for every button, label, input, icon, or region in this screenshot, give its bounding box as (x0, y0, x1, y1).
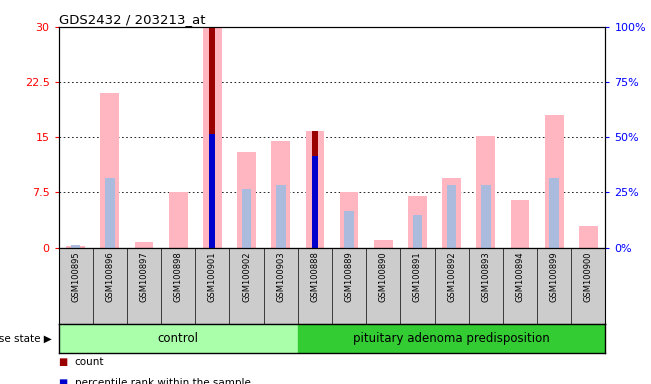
Bar (298, 324, 605, 353)
Bar (481, 185, 491, 248)
Bar (579, 226, 598, 248)
Bar (340, 192, 359, 248)
Bar (276, 185, 286, 248)
Bar (374, 240, 393, 248)
Text: disease state ▶: disease state ▶ (0, 334, 52, 344)
Bar (59, 324, 298, 353)
Bar (510, 200, 529, 248)
Text: ■: ■ (59, 378, 68, 384)
Bar (169, 192, 187, 248)
Text: GSM100901: GSM100901 (208, 252, 217, 302)
Bar (312, 156, 318, 248)
Bar (242, 189, 251, 248)
Bar (549, 178, 559, 248)
Bar (344, 211, 354, 248)
Text: GSM100894: GSM100894 (516, 252, 525, 302)
Bar (545, 115, 564, 248)
Bar (203, 28, 222, 248)
Text: GSM100891: GSM100891 (413, 252, 422, 302)
Text: count: count (75, 357, 104, 367)
Text: pituitary adenoma predisposition: pituitary adenoma predisposition (353, 333, 550, 345)
Text: GSM100902: GSM100902 (242, 252, 251, 302)
Text: GSM100903: GSM100903 (276, 252, 285, 302)
Text: GSM100895: GSM100895 (71, 252, 80, 302)
Bar (477, 136, 495, 248)
Text: GSM100889: GSM100889 (344, 252, 353, 302)
Bar (271, 141, 290, 248)
Bar (442, 178, 461, 248)
Bar (237, 152, 256, 248)
Text: GSM100888: GSM100888 (311, 252, 320, 302)
Bar (305, 131, 324, 248)
Bar (408, 196, 427, 248)
Text: GSM100896: GSM100896 (105, 252, 115, 302)
Bar (210, 134, 215, 248)
Text: GSM100898: GSM100898 (174, 252, 183, 302)
Bar (105, 178, 115, 248)
Text: GSM100890: GSM100890 (379, 252, 388, 302)
Bar (100, 93, 119, 248)
Bar (71, 245, 81, 248)
Bar (312, 131, 318, 248)
Text: GSM100897: GSM100897 (139, 252, 148, 302)
Text: ■: ■ (59, 357, 68, 367)
Text: GSM100900: GSM100900 (584, 252, 593, 302)
Bar (413, 215, 422, 248)
Text: percentile rank within the sample: percentile rank within the sample (75, 378, 251, 384)
Text: GSM100892: GSM100892 (447, 252, 456, 302)
Text: GDS2432 / 203213_at: GDS2432 / 203213_at (59, 13, 205, 26)
Bar (447, 185, 456, 248)
Bar (66, 246, 85, 248)
Bar (135, 242, 154, 248)
Text: GSM100899: GSM100899 (549, 252, 559, 302)
Text: GSM100893: GSM100893 (481, 252, 490, 302)
Text: control: control (158, 333, 199, 345)
Bar (210, 28, 215, 248)
